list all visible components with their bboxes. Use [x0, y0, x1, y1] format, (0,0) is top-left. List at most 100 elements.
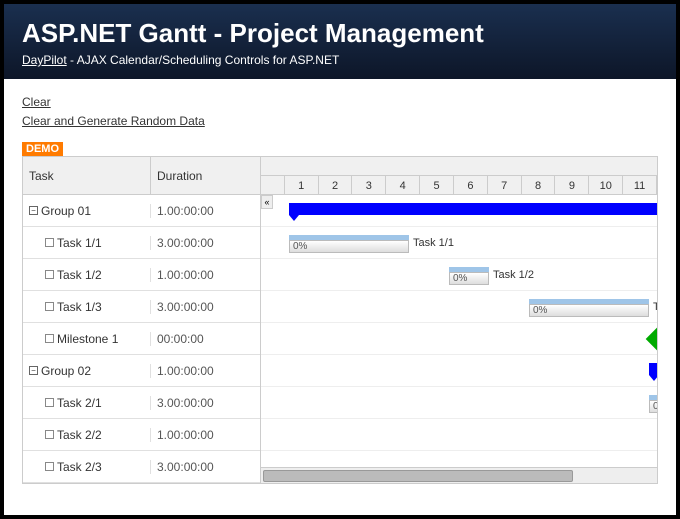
chart-row: 0% Task 1/3	[261, 291, 657, 323]
chart-row: 0%	[261, 387, 657, 419]
task-label: Task 2/1	[57, 396, 102, 410]
duration-cell: 3.00:00:00	[151, 396, 260, 410]
task-label: Group 02	[41, 364, 91, 378]
clear-generate-link[interactable]: Clear and Generate Random Data	[22, 112, 658, 131]
time-cell: 3	[352, 176, 386, 195]
expand-toggle-icon[interactable]: −	[29, 206, 38, 215]
task-cell: Task 1/1	[23, 236, 151, 250]
demo-badge: DEMO	[22, 142, 63, 156]
time-cell: 7	[488, 176, 522, 195]
collapse-left-button[interactable]: «	[261, 195, 273, 209]
task-label: Task 1/3	[57, 300, 102, 314]
task-cell: Task 2/2	[23, 428, 151, 442]
task-label: Milestone 1	[57, 332, 118, 346]
time-cell: 5	[420, 176, 454, 195]
time-cell: 9	[555, 176, 589, 195]
task-bar[interactable]: 0%Task 1/3	[529, 299, 649, 317]
task-cell: Milestone 1	[23, 332, 151, 346]
task-row[interactable]: Task 2/3 3.00:00:00	[23, 451, 260, 483]
gantt-container: DEMO Task Duration −Group 011.00:00:00Ta…	[22, 141, 658, 484]
scrollbar-thumb[interactable]	[263, 470, 573, 482]
duration-cell: 3.00:00:00	[151, 236, 260, 250]
task-bar[interactable]: 0%Task 1/2	[449, 267, 489, 285]
task-cell: Task 2/3	[23, 460, 151, 474]
time-cell: 2	[319, 176, 353, 195]
task-list-pane: Task Duration −Group 011.00:00:00Task 1/…	[23, 157, 261, 483]
checkbox-icon[interactable]	[45, 430, 54, 439]
task-row[interactable]: Task 1/2 1.00:00:00	[23, 259, 260, 291]
checkbox-icon[interactable]	[45, 462, 54, 471]
expand-toggle-icon[interactable]: −	[29, 366, 38, 375]
column-duration-header: Duration	[151, 157, 260, 194]
task-label: Task 2/3	[57, 460, 102, 474]
chart-row: 0%Task 1/2	[261, 259, 657, 291]
task-cell: Task 1/3	[23, 300, 151, 314]
checkbox-icon[interactable]	[45, 334, 54, 343]
task-cell: −Group 02	[23, 364, 151, 378]
time-cell: 10	[589, 176, 623, 195]
column-task-header: Task	[23, 157, 151, 194]
page-title: ASP.NET Gantt - Project Management	[22, 18, 658, 49]
horizontal-scrollbar[interactable]	[261, 467, 657, 483]
duration-cell: 1.00:00:00	[151, 364, 260, 378]
task-bar[interactable]: 0%	[649, 395, 657, 413]
duration-cell: 3.00:00:00	[151, 300, 260, 314]
milestone-diamond[interactable]	[646, 328, 657, 351]
chart-row: 0% Task 1/1	[261, 227, 657, 259]
task-row[interactable]: Task 2/1 3.00:00:00	[23, 387, 260, 419]
timeline-pane: 1234567891011 « Grou 0% Task 1/1 0%Task 1/2…	[261, 157, 657, 483]
task-rows: −Group 011.00:00:00Task 1/13.00:00:00Tas…	[23, 195, 260, 483]
chart-row: Mi	[261, 323, 657, 355]
clear-link[interactable]: Clear	[22, 93, 658, 112]
timeline-header: 1234567891011	[261, 157, 657, 195]
task-cell: −Group 01	[23, 204, 151, 218]
checkbox-icon[interactable]	[45, 238, 54, 247]
subtitle-text: - AJAX Calendar/Scheduling Controls for …	[67, 53, 340, 67]
duration-cell: 00:00:00	[151, 332, 260, 346]
group-bar[interactable]: Grou	[289, 203, 657, 215]
group-bar[interactable]	[649, 363, 657, 375]
page-header: ASP.NET Gantt - Project Management DayPi…	[4, 4, 676, 79]
timeline-header-cells: 1234567891011	[261, 176, 657, 195]
task-cell: Task 2/1	[23, 396, 151, 410]
task-row[interactable]: −Group 011.00:00:00	[23, 195, 260, 227]
task-list-header: Task Duration	[23, 157, 260, 195]
task-row[interactable]: Milestone 1 00:00:00	[23, 323, 260, 355]
action-links: Clear Clear and Generate Random Data	[4, 79, 676, 141]
checkbox-icon[interactable]	[45, 302, 54, 311]
task-bar-body: 0%	[529, 304, 649, 317]
time-cell: 6	[454, 176, 488, 195]
checkbox-icon[interactable]	[45, 270, 54, 279]
duration-cell: 3.00:00:00	[151, 460, 260, 474]
task-bar-body: 0%	[649, 400, 657, 413]
time-cell: 4	[386, 176, 420, 195]
task-row[interactable]: Task 2/2 1.00:00:00	[23, 419, 260, 451]
task-label: Task 1/2	[57, 268, 102, 282]
daypilot-link[interactable]: DayPilot	[22, 53, 67, 67]
duration-cell: 1.00:00:00	[151, 204, 260, 218]
task-label: Group 01	[41, 204, 91, 218]
task-label: Task 1/1	[57, 236, 102, 250]
gantt-grid: Task Duration −Group 011.00:00:00Task 1/…	[22, 156, 658, 484]
task-bar-body: 0%	[289, 240, 409, 253]
task-row[interactable]: −Group 021.00:00:00	[23, 355, 260, 387]
task-cell: Task 1/2	[23, 268, 151, 282]
page-subtitle: DayPilot - AJAX Calendar/Scheduling Cont…	[22, 53, 658, 67]
duration-cell: 1.00:00:00	[151, 268, 260, 282]
chart-row: Grou	[261, 195, 657, 227]
timeline-header-top	[261, 157, 657, 176]
chart-row	[261, 419, 657, 451]
chart-row	[261, 355, 657, 387]
task-row[interactable]: Task 1/1 3.00:00:00	[23, 227, 260, 259]
task-label: Task 2/2	[57, 428, 102, 442]
time-cell: 11	[623, 176, 657, 195]
task-row[interactable]: Task 1/3 3.00:00:00	[23, 291, 260, 323]
time-cell: 8	[522, 176, 556, 195]
duration-cell: 1.00:00:00	[151, 428, 260, 442]
task-bar[interactable]: 0%Task 1/1	[289, 235, 409, 253]
bar-label: Task 1/3	[653, 301, 657, 313]
bar-label: Task 1/1	[413, 237, 454, 249]
time-cell: 1	[285, 176, 319, 195]
chart-body: Grou 0% Task 1/1 0%Task 1/2 0% Task 1/3 Mi 0%	[261, 195, 657, 483]
checkbox-icon[interactable]	[45, 398, 54, 407]
